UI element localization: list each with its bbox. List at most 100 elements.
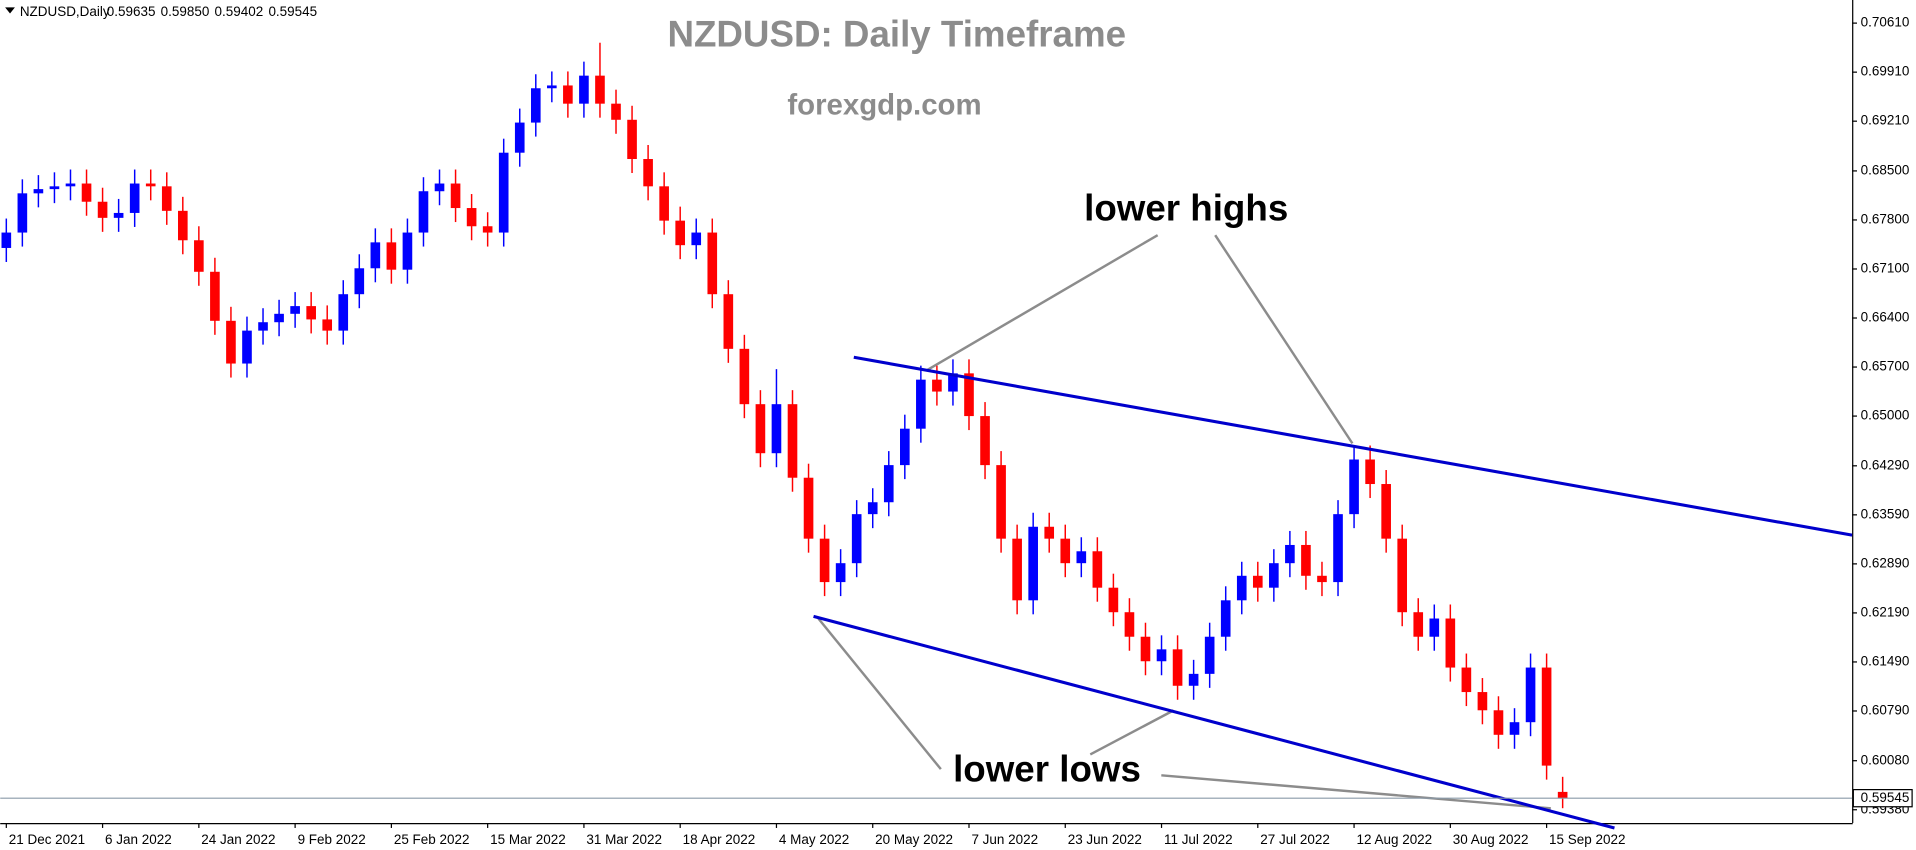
current-price-label: 0.59545 — [1861, 790, 1910, 805]
x-tick-label: 7 Jun 2022 — [971, 832, 1038, 847]
candle-body — [1333, 514, 1343, 583]
annotation: lower lows — [953, 748, 1141, 789]
candle-body — [1525, 667, 1536, 723]
pointer — [926, 234, 1159, 371]
candle-body — [1413, 612, 1424, 637]
x-tick-label: 11 Jul 2022 — [1164, 832, 1233, 847]
candle-body — [835, 563, 846, 583]
candle-body — [980, 416, 990, 466]
annotation-pointers — [817, 234, 1551, 810]
x-tick-label: 24 Jan 2022 — [201, 832, 275, 847]
candle-body — [948, 373, 958, 392]
trendline — [813, 614, 1615, 830]
candle-body — [1477, 692, 1488, 711]
candle-body — [964, 373, 974, 417]
candle-body — [354, 268, 365, 295]
annotation: lower highs — [1084, 187, 1288, 228]
y-tick-label: 0.61490 — [1861, 654, 1910, 669]
x-tick-label: 23 Jun 2022 — [1068, 832, 1142, 847]
candle-body — [177, 210, 188, 241]
candle-body — [450, 183, 461, 209]
candle-body — [1044, 526, 1055, 539]
candle-body — [1349, 459, 1359, 515]
candle-body — [258, 322, 268, 331]
x-tick-label: 21 Dec 2021 — [9, 832, 85, 847]
candle-body — [1060, 538, 1071, 564]
candle-body — [547, 85, 557, 89]
candle-body — [1172, 649, 1183, 686]
candle-body — [916, 379, 926, 429]
candle-body — [1445, 618, 1456, 668]
candle-body — [1493, 710, 1504, 735]
y-tick-label: 0.65000 — [1861, 408, 1910, 423]
candle-body — [129, 183, 140, 213]
pointer — [1089, 709, 1175, 756]
candle-body — [97, 201, 108, 218]
y-tick-label: 0.62890 — [1861, 555, 1910, 570]
pointer — [1161, 774, 1551, 810]
y-tick-label: 0.67100 — [1861, 261, 1910, 276]
y-tick-label: 0.60080 — [1861, 752, 1910, 767]
candle-body — [466, 208, 477, 227]
candle-body — [803, 477, 814, 539]
candle-body — [49, 186, 60, 190]
y-tick-label: 0.65700 — [1861, 359, 1910, 374]
x-tick-label: 6 Jan 2022 — [105, 832, 172, 847]
candle-body — [851, 514, 862, 564]
y-tick-label: 0.66400 — [1861, 310, 1910, 325]
candle-body — [1, 232, 12, 248]
candle-body — [514, 122, 525, 153]
candles — [1, 42, 1568, 809]
ohlc-open: 0.59635 — [107, 4, 156, 19]
candle-body — [1285, 544, 1295, 564]
x-tick-label: 15 Mar 2022 — [490, 832, 566, 847]
candle-body — [402, 232, 413, 270]
x-tick-label: 27 Jul 2022 — [1260, 832, 1330, 847]
chart-title: NZDUSD: Daily Timeframe — [667, 13, 1126, 54]
candle-body — [1092, 551, 1103, 588]
candle-body — [322, 319, 333, 331]
x-tick-label: 18 Apr 2022 — [683, 832, 756, 847]
candle-body — [65, 183, 76, 187]
x-tick-label: 9 Feb 2022 — [298, 832, 366, 847]
candle-body — [996, 465, 1006, 539]
candle-body — [386, 242, 397, 270]
ohlc-high: 0.59850 — [161, 4, 210, 19]
x-tick-label: 15 Sep 2022 — [1549, 832, 1625, 847]
x-tick-label: 25 Feb 2022 — [394, 832, 470, 847]
candle-body — [1028, 526, 1038, 601]
candle-body — [1317, 575, 1327, 583]
candle-body — [1509, 722, 1520, 735]
candle-body — [819, 538, 830, 583]
candle-body — [1140, 636, 1151, 662]
y-tick-label: 0.60790 — [1861, 703, 1910, 718]
candle-body — [1108, 587, 1119, 613]
y-tick-label: 0.62190 — [1861, 604, 1910, 619]
pointer — [817, 617, 942, 770]
candle-body — [1429, 618, 1440, 637]
candle-body — [1397, 538, 1408, 613]
candle-body — [17, 193, 28, 233]
candle-body — [1252, 575, 1263, 588]
candle-body — [1365, 459, 1375, 485]
candle-body — [338, 294, 349, 331]
candle-body — [1156, 649, 1167, 662]
candle-body — [771, 404, 782, 454]
candle-body — [226, 320, 236, 364]
symbol-icon — [5, 7, 15, 14]
x-tick-label: 30 Aug 2022 — [1453, 832, 1529, 847]
candle-body — [1012, 538, 1022, 601]
candle-body — [113, 212, 124, 218]
candle-body — [370, 242, 381, 269]
y-tick-label: 0.63590 — [1861, 506, 1910, 521]
y-tick-label: 0.68500 — [1861, 162, 1910, 177]
candle-body — [787, 404, 798, 478]
y-tick-label: 0.69210 — [1861, 113, 1910, 128]
candle-body — [563, 85, 573, 104]
candle-body — [883, 465, 894, 503]
candle-body — [290, 306, 300, 314]
candle-body — [161, 186, 172, 211]
y-tick-label: 0.64290 — [1861, 457, 1910, 472]
